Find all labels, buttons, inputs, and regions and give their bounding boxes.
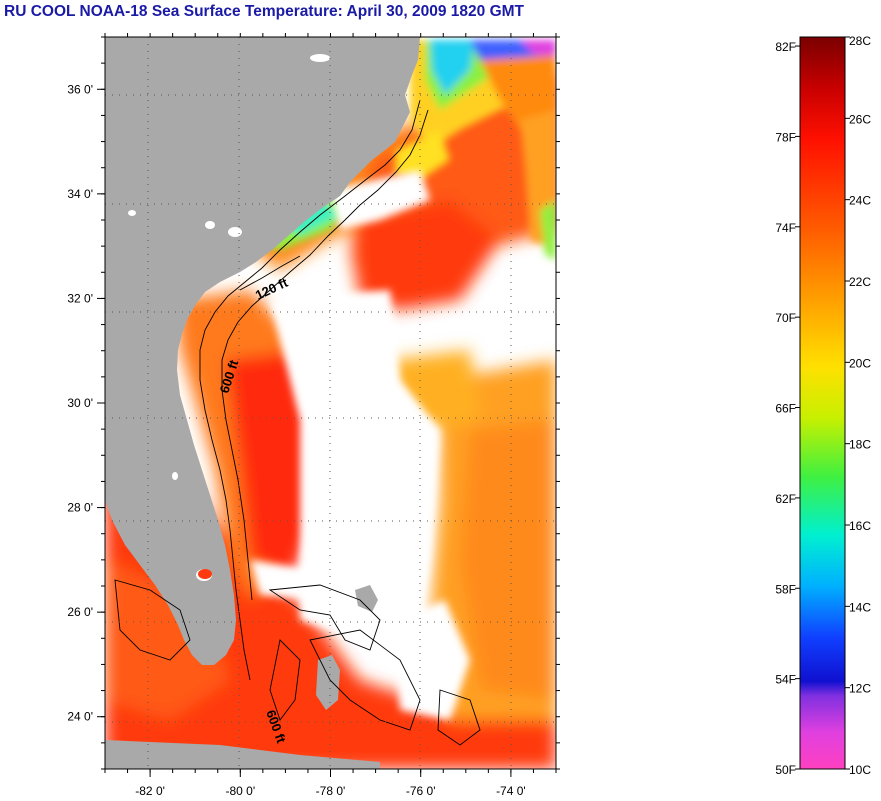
y-tick-label: 26 0' xyxy=(67,605,93,619)
grid-lines xyxy=(105,37,556,769)
x-axis: -82 0' -80 0' -78 0' -76 0' -74 0' xyxy=(104,33,557,798)
y-tick-label: 36 0' xyxy=(67,82,93,96)
lake-okeechobee xyxy=(198,569,212,579)
x-tick-label: -78 0' xyxy=(316,784,346,798)
x-tick-label: -74 0' xyxy=(496,784,526,798)
y-tick-label: 24 0' xyxy=(67,710,93,724)
x-tick-label: -82 0' xyxy=(135,784,165,798)
cool-shelf-water xyxy=(255,40,556,260)
x-tick-label: -76 0' xyxy=(406,784,436,798)
map-title: RU COOL NOAA-18 Sea Surface Temperature:… xyxy=(4,3,525,20)
depth-contours xyxy=(114,99,481,746)
y-axis: 36 0' 34 0' 32 0' 30 0' 28 0' 26 0' 24 0' xyxy=(67,36,560,770)
x-tick-label: -80 0' xyxy=(225,784,255,798)
y-tick-label: 28 0' xyxy=(67,501,93,515)
y-tick-label: 32 0' xyxy=(67,291,93,305)
cloud-patches xyxy=(250,170,470,720)
map-plot-area: 120 ft 600 ft 600 ft xyxy=(105,37,556,769)
y-tick-label: 30 0' xyxy=(67,396,93,410)
land xyxy=(105,37,420,769)
y-tick-label: 34 0' xyxy=(67,187,93,201)
